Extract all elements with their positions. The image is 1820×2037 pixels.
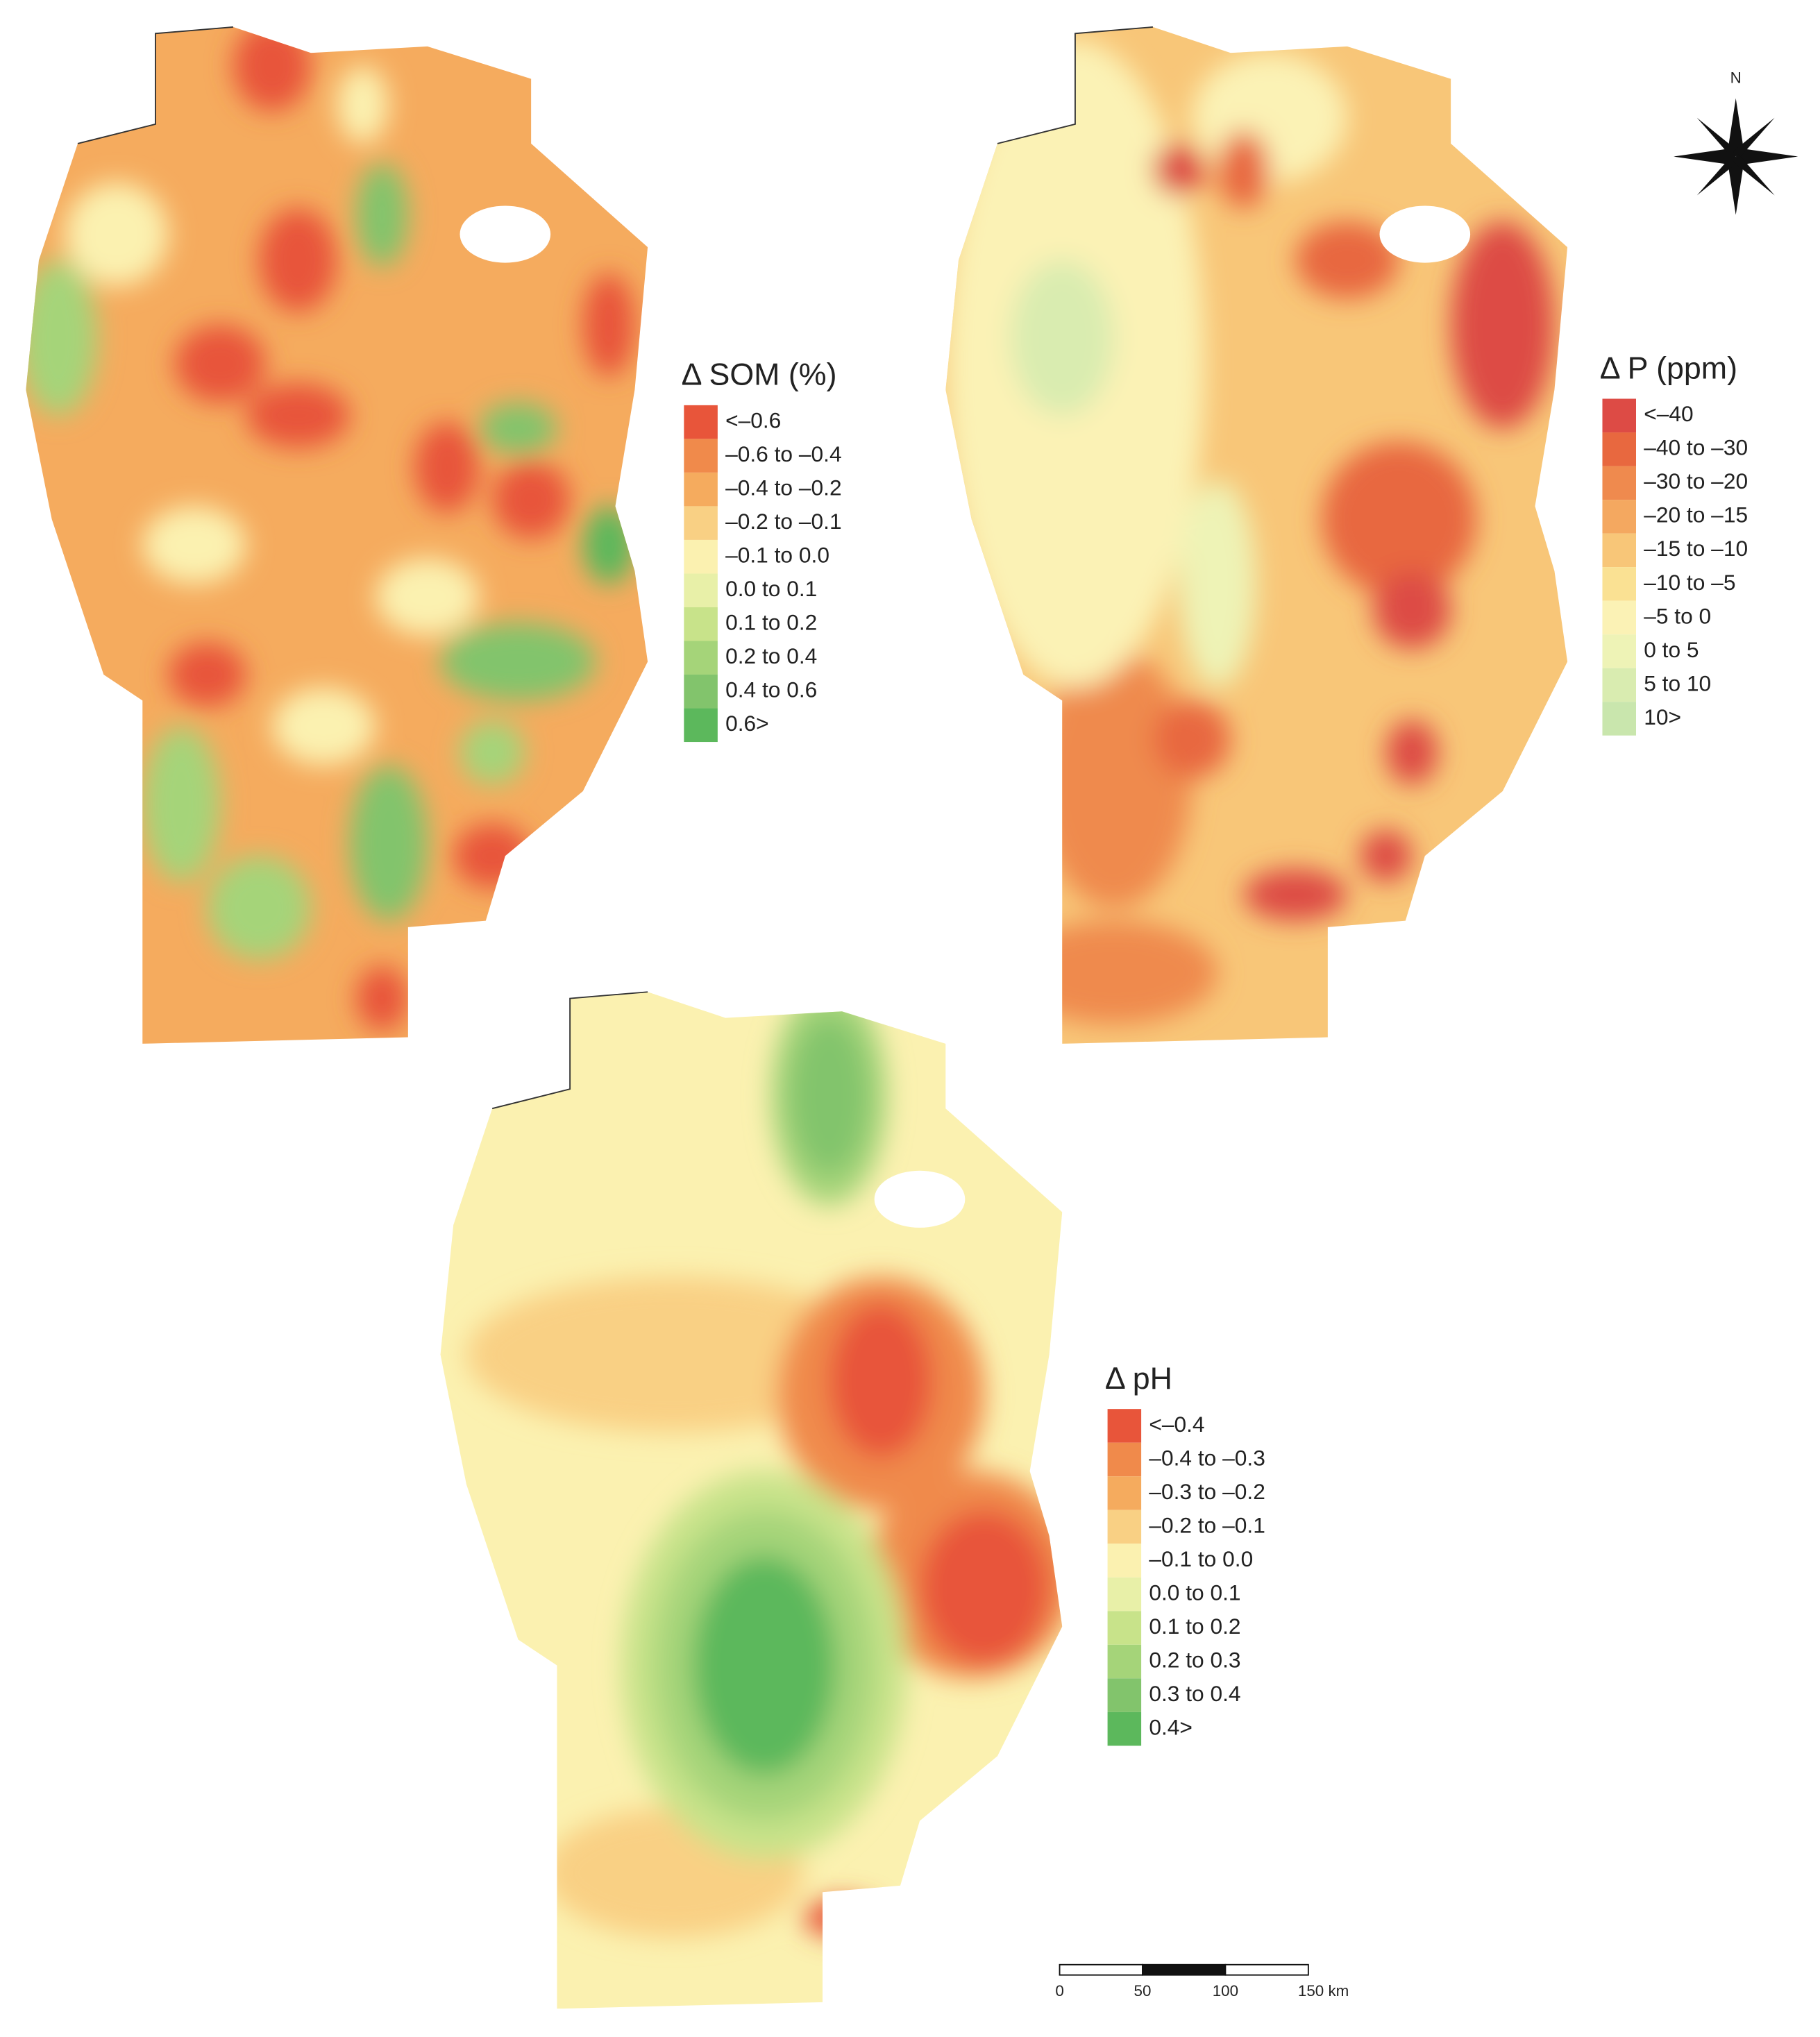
legend-swatch bbox=[1107, 1611, 1142, 1645]
legend-swatch bbox=[684, 439, 718, 473]
legend-swatch bbox=[1602, 634, 1637, 668]
legend-swatch bbox=[1602, 668, 1637, 702]
legend-label: –40 to –30 bbox=[1644, 435, 1748, 460]
legend-title: Δ pH bbox=[1105, 1361, 1172, 1396]
legend-swatch bbox=[1107, 1711, 1142, 1746]
legend-swatch bbox=[684, 573, 718, 607]
scale-label: 150 km bbox=[1298, 1982, 1349, 2000]
legend-label: –0.3 to –0.2 bbox=[1149, 1479, 1265, 1504]
legend-swatch bbox=[1107, 1409, 1142, 1443]
scale-label: 0 bbox=[1055, 1982, 1063, 2000]
legend-swatch bbox=[684, 607, 718, 641]
scale-label: 100 bbox=[1213, 1982, 1238, 2000]
legend-swatch bbox=[1107, 1510, 1142, 1544]
legend-label: –0.2 to –0.1 bbox=[725, 509, 842, 534]
legend-title: Δ P (ppm) bbox=[1600, 350, 1737, 385]
legend-label: –0.2 to –0.1 bbox=[1149, 1512, 1265, 1537]
legend-label: 0.4 to 0.6 bbox=[725, 677, 817, 702]
map-ph bbox=[440, 991, 1063, 2009]
legend-swatch bbox=[1602, 398, 1637, 433]
legend-swatch bbox=[1107, 1644, 1142, 1679]
scale-bar bbox=[1059, 1963, 1309, 1976]
legend-swatch bbox=[684, 641, 718, 675]
map-som bbox=[26, 26, 648, 1044]
legend-label: –0.1 to 0.0 bbox=[725, 543, 829, 568]
legend-label: –30 to –20 bbox=[1644, 468, 1748, 493]
legend-label: 0.4> bbox=[1149, 1714, 1193, 1739]
legend-swatch bbox=[1602, 500, 1637, 534]
legend-swatch bbox=[1107, 1476, 1142, 1510]
legend-label: 10> bbox=[1644, 704, 1681, 729]
scale-label: 50 bbox=[1134, 1982, 1152, 2000]
legend-swatch bbox=[1602, 600, 1637, 635]
legend-label: –0.4 to –0.3 bbox=[1149, 1445, 1265, 1470]
legend-label: –0.6 to –0.4 bbox=[725, 441, 842, 466]
legend-swatch bbox=[1107, 1442, 1142, 1477]
legend-title: Δ SOM (%) bbox=[682, 357, 837, 392]
legend-swatch bbox=[684, 472, 718, 507]
legend-label: –20 to –15 bbox=[1644, 502, 1748, 527]
legend-label: –0.4 to –0.2 bbox=[725, 475, 842, 500]
legend-label: 0.0 to 0.1 bbox=[725, 576, 817, 601]
legend-label: –10 to –5 bbox=[1644, 570, 1735, 595]
map-p bbox=[945, 26, 1568, 1044]
legend-label: 0.1 to 0.2 bbox=[725, 610, 817, 635]
legend-label: 0.2 to 0.3 bbox=[1149, 1647, 1240, 1672]
legend-label: <–0.6 bbox=[725, 407, 781, 432]
north-arrow: N bbox=[1674, 69, 1798, 215]
legend-swatch bbox=[684, 708, 718, 743]
legend-swatch bbox=[684, 675, 718, 709]
legend-label: 0.0 to 0.1 bbox=[1149, 1580, 1240, 1605]
legend-swatch bbox=[1107, 1544, 1142, 1578]
legend-swatch bbox=[1602, 432, 1637, 466]
legend-label: 0.2 to 0.4 bbox=[725, 643, 817, 668]
legend-swatch bbox=[684, 539, 718, 574]
legend-label: <–40 bbox=[1644, 401, 1693, 426]
legend-label: 0 to 5 bbox=[1644, 637, 1699, 662]
legend-swatch bbox=[1602, 567, 1637, 601]
legend-label: –0.1 to 0.0 bbox=[1149, 1546, 1253, 1571]
legend-label: 0.6> bbox=[725, 711, 769, 736]
legend-swatch bbox=[1602, 702, 1637, 736]
legend-swatch bbox=[1107, 1577, 1142, 1612]
legend-label: 0.1 to 0.2 bbox=[1149, 1614, 1240, 1639]
legend-label: –15 to –10 bbox=[1644, 536, 1748, 561]
legend-swatch bbox=[1602, 466, 1637, 500]
legend-swatch bbox=[684, 506, 718, 540]
legend-label: 0.3 to 0.4 bbox=[1149, 1681, 1240, 1706]
legend-swatch bbox=[1107, 1678, 1142, 1712]
legend-label: 5 to 10 bbox=[1644, 670, 1711, 695]
legend-swatch bbox=[684, 405, 718, 439]
north-label: N bbox=[1730, 69, 1742, 86]
legend-label: <–0.4 bbox=[1149, 1412, 1204, 1437]
legend-swatch bbox=[1602, 533, 1637, 568]
legend-label: –5 to 0 bbox=[1644, 603, 1711, 628]
